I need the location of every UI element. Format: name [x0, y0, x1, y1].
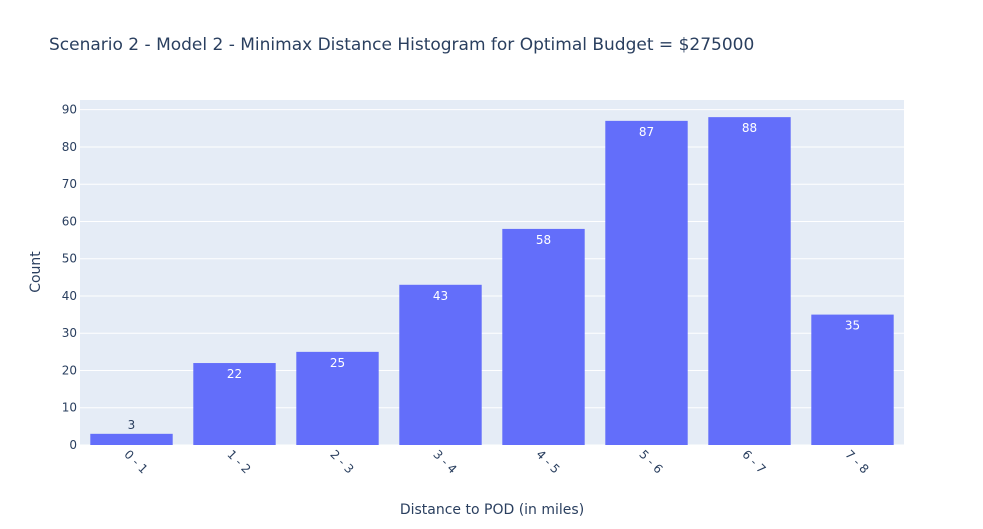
- bar: [708, 117, 791, 445]
- y-tick-label: 80: [62, 140, 77, 154]
- y-tick-label: 60: [62, 214, 77, 228]
- x-tick-label: 3 - 4: [430, 447, 459, 476]
- bar: [193, 363, 276, 445]
- bar: [502, 228, 585, 445]
- bar-value-label: 43: [433, 289, 448, 303]
- y-tick-label: 90: [62, 103, 77, 117]
- y-tick-label: 20: [62, 363, 77, 377]
- bar: [811, 314, 894, 445]
- y-tick-label: 40: [62, 289, 77, 303]
- x-tick-label: 6 - 7: [739, 447, 768, 476]
- x-tick-label: 7 - 8: [842, 447, 871, 476]
- y-tick-label: 0: [69, 438, 77, 452]
- x-axis-ticks: 0 - 1 1 - 2 2 - 3 3 - 4 4 - 5 5 - 6 6 - 7 7 - 8: [121, 447, 871, 476]
- bar: [605, 120, 688, 446]
- bar-value-label: 88: [742, 121, 757, 135]
- bar-value-label: 87: [639, 125, 654, 139]
- bar-value-label: 25: [330, 356, 345, 370]
- bar-value-label: 35: [845, 319, 860, 333]
- bar: [296, 351, 379, 445]
- x-tick-label: 2 - 3: [327, 447, 356, 476]
- bar-value-label: 58: [536, 233, 551, 247]
- y-axis-ticks: 0 10 20 30 40 50 60 70 80 90: [62, 103, 77, 452]
- bars: 3 22 25 43 58 87 88 35: [90, 117, 894, 446]
- chart-title: Scenario 2 - Model 2 - Minimax Distance …: [49, 35, 754, 55]
- y-tick-label: 70: [62, 177, 77, 191]
- y-axis-label: Count: [28, 251, 44, 293]
- x-tick-label: 0 - 1: [121, 447, 150, 476]
- x-tick-label: 1 - 2: [224, 447, 253, 476]
- y-tick-label: 10: [62, 401, 77, 415]
- bar: [90, 433, 173, 445]
- bar-value-label: 22: [227, 367, 242, 381]
- bar-value-label: 3: [128, 418, 136, 432]
- y-tick-label: 50: [62, 252, 77, 266]
- y-tick-label: 30: [62, 326, 77, 340]
- x-tick-label: 4 - 5: [533, 447, 562, 476]
- x-axis-label: Distance to POD (in miles): [400, 502, 584, 518]
- x-tick-label: 5 - 6: [636, 447, 665, 476]
- bar: [399, 284, 482, 445]
